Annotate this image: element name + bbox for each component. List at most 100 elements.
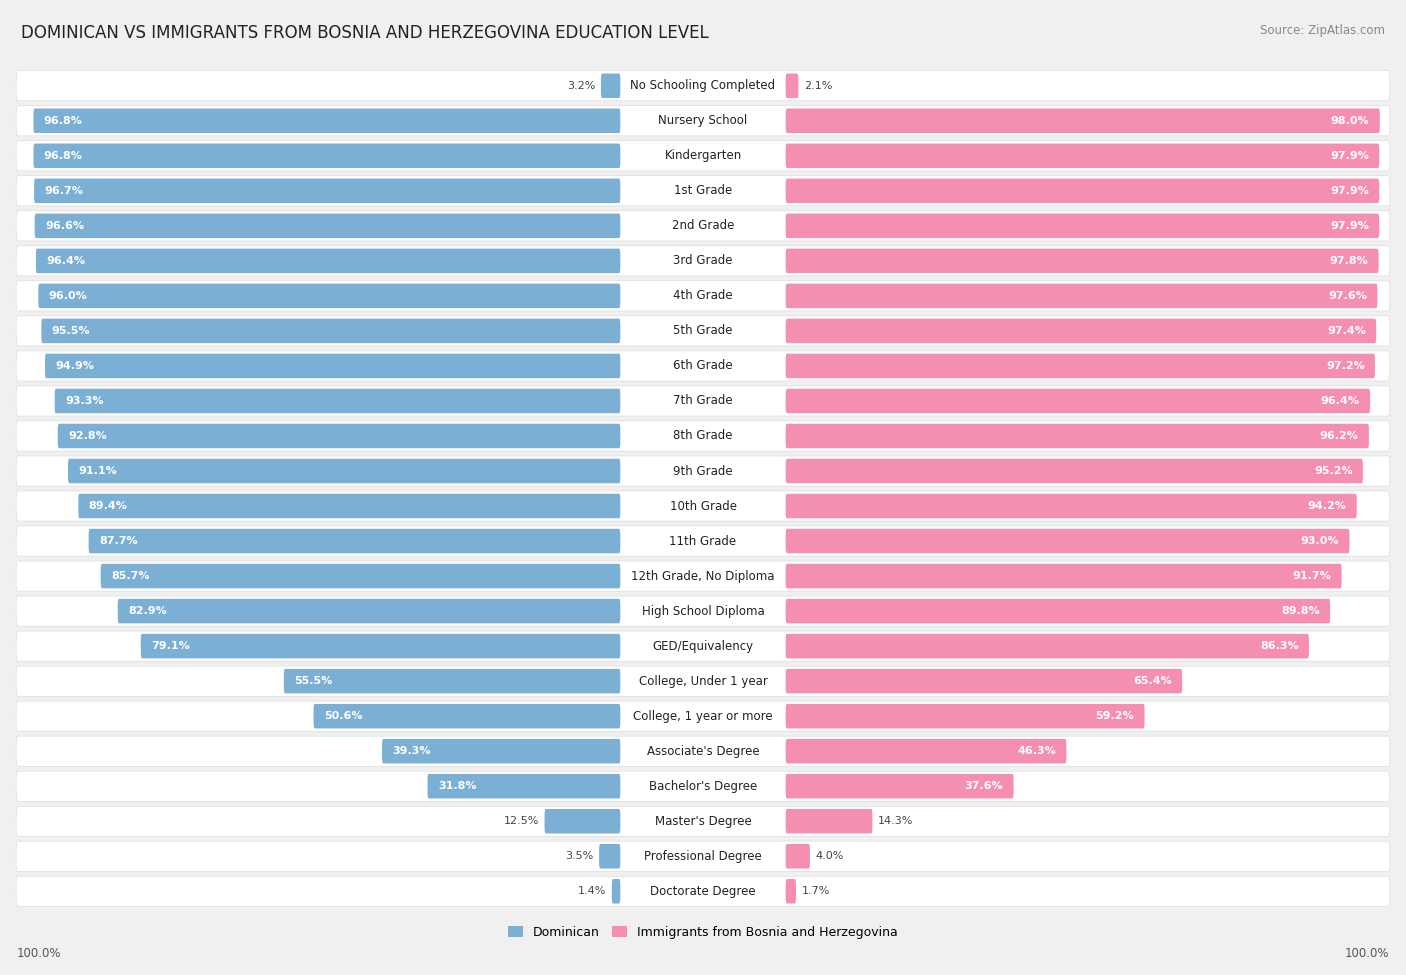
Text: 98.0%: 98.0% [1331, 116, 1369, 126]
Text: 12.5%: 12.5% [503, 816, 538, 826]
FancyBboxPatch shape [67, 459, 620, 484]
Text: 14.3%: 14.3% [877, 816, 914, 826]
Text: 100.0%: 100.0% [1344, 947, 1389, 960]
Text: 37.6%: 37.6% [965, 781, 1004, 792]
Text: 4.0%: 4.0% [815, 851, 844, 861]
FancyBboxPatch shape [141, 634, 620, 658]
Text: GED/Equivalency: GED/Equivalency [652, 640, 754, 652]
FancyBboxPatch shape [786, 354, 1375, 378]
Text: 96.4%: 96.4% [1320, 396, 1360, 406]
Text: Kindergarten: Kindergarten [665, 149, 741, 162]
Text: 6th Grade: 6th Grade [673, 360, 733, 372]
FancyBboxPatch shape [38, 284, 620, 308]
FancyBboxPatch shape [786, 143, 1379, 168]
Text: 96.7%: 96.7% [45, 186, 83, 196]
FancyBboxPatch shape [786, 879, 796, 904]
Text: 97.9%: 97.9% [1330, 221, 1369, 231]
FancyBboxPatch shape [15, 596, 1391, 626]
Text: Associate's Degree: Associate's Degree [647, 745, 759, 758]
FancyBboxPatch shape [15, 386, 1391, 416]
Text: 4th Grade: 4th Grade [673, 290, 733, 302]
Text: College, Under 1 year: College, Under 1 year [638, 675, 768, 687]
FancyBboxPatch shape [15, 771, 1391, 801]
Legend: Dominican, Immigrants from Bosnia and Herzegovina: Dominican, Immigrants from Bosnia and He… [505, 922, 901, 943]
FancyBboxPatch shape [101, 564, 620, 588]
FancyBboxPatch shape [284, 669, 620, 693]
FancyBboxPatch shape [15, 631, 1391, 661]
Text: 97.9%: 97.9% [1330, 151, 1369, 161]
Text: 82.9%: 82.9% [128, 606, 167, 616]
FancyBboxPatch shape [15, 736, 1391, 766]
Text: Bachelor's Degree: Bachelor's Degree [650, 780, 756, 793]
Text: 96.6%: 96.6% [45, 221, 84, 231]
Text: 39.3%: 39.3% [392, 746, 430, 757]
FancyBboxPatch shape [34, 108, 620, 133]
Text: 31.8%: 31.8% [437, 781, 477, 792]
Text: 92.8%: 92.8% [67, 431, 107, 441]
Text: 1st Grade: 1st Grade [673, 184, 733, 197]
FancyBboxPatch shape [55, 389, 620, 413]
FancyBboxPatch shape [41, 319, 620, 343]
FancyBboxPatch shape [15, 421, 1391, 451]
FancyBboxPatch shape [786, 284, 1378, 308]
FancyBboxPatch shape [15, 71, 1391, 100]
Text: High School Diploma: High School Diploma [641, 604, 765, 617]
Text: 87.7%: 87.7% [98, 536, 138, 546]
FancyBboxPatch shape [786, 774, 1014, 799]
FancyBboxPatch shape [786, 669, 1182, 693]
FancyBboxPatch shape [786, 564, 1341, 588]
FancyBboxPatch shape [35, 214, 620, 238]
Text: 3rd Grade: 3rd Grade [673, 254, 733, 267]
FancyBboxPatch shape [786, 459, 1362, 484]
FancyBboxPatch shape [544, 809, 620, 834]
Text: 1.7%: 1.7% [801, 886, 830, 896]
FancyBboxPatch shape [786, 319, 1376, 343]
Text: 89.8%: 89.8% [1281, 606, 1320, 616]
Text: 97.6%: 97.6% [1329, 291, 1367, 301]
FancyBboxPatch shape [786, 844, 810, 869]
FancyBboxPatch shape [34, 178, 620, 203]
Text: 59.2%: 59.2% [1095, 711, 1135, 722]
Text: 11th Grade: 11th Grade [669, 534, 737, 548]
FancyBboxPatch shape [15, 456, 1391, 487]
FancyBboxPatch shape [786, 389, 1369, 413]
FancyBboxPatch shape [786, 809, 872, 834]
FancyBboxPatch shape [15, 877, 1391, 907]
FancyBboxPatch shape [786, 214, 1379, 238]
FancyBboxPatch shape [600, 73, 620, 98]
Text: 91.1%: 91.1% [79, 466, 117, 476]
FancyBboxPatch shape [786, 73, 799, 98]
FancyBboxPatch shape [15, 281, 1391, 311]
Text: 65.4%: 65.4% [1133, 676, 1171, 686]
Text: No Schooling Completed: No Schooling Completed [630, 79, 776, 93]
Text: 97.2%: 97.2% [1326, 361, 1365, 370]
FancyBboxPatch shape [15, 211, 1391, 241]
FancyBboxPatch shape [15, 105, 1391, 136]
Text: 91.7%: 91.7% [1292, 571, 1331, 581]
Text: 96.8%: 96.8% [44, 116, 83, 126]
FancyBboxPatch shape [786, 493, 1357, 519]
Text: 79.1%: 79.1% [150, 642, 190, 651]
Text: 12th Grade, No Diploma: 12th Grade, No Diploma [631, 569, 775, 583]
FancyBboxPatch shape [15, 806, 1391, 837]
Text: College, 1 year or more: College, 1 year or more [633, 710, 773, 722]
Text: Professional Degree: Professional Degree [644, 850, 762, 863]
Text: 86.3%: 86.3% [1260, 642, 1299, 651]
FancyBboxPatch shape [15, 561, 1391, 591]
FancyBboxPatch shape [15, 666, 1391, 696]
FancyBboxPatch shape [15, 316, 1391, 346]
Text: 55.5%: 55.5% [294, 676, 332, 686]
FancyBboxPatch shape [786, 528, 1350, 554]
Text: 96.2%: 96.2% [1320, 431, 1358, 441]
Text: 100.0%: 100.0% [17, 947, 62, 960]
Text: 10th Grade: 10th Grade [669, 499, 737, 513]
FancyBboxPatch shape [599, 844, 620, 869]
Text: 95.2%: 95.2% [1313, 466, 1353, 476]
Text: 85.7%: 85.7% [111, 571, 149, 581]
FancyBboxPatch shape [15, 491, 1391, 521]
Text: 93.0%: 93.0% [1301, 536, 1339, 546]
Text: 1.4%: 1.4% [578, 886, 606, 896]
Text: 93.3%: 93.3% [65, 396, 104, 406]
FancyBboxPatch shape [15, 351, 1391, 381]
Text: 96.8%: 96.8% [44, 151, 83, 161]
